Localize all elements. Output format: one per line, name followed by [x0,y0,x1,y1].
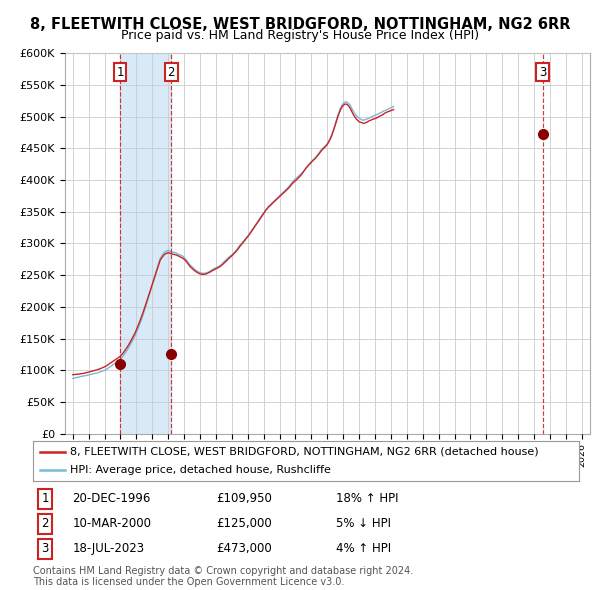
Text: 20-DEC-1996: 20-DEC-1996 [73,493,151,506]
Text: 8, FLEETWITH CLOSE, WEST BRIDGFORD, NOTTINGHAM, NG2 6RR (detached house): 8, FLEETWITH CLOSE, WEST BRIDGFORD, NOTT… [70,447,539,457]
Text: 2: 2 [167,65,175,78]
Text: 3: 3 [539,65,547,78]
Text: £109,950: £109,950 [216,493,272,506]
Text: This data is licensed under the Open Government Licence v3.0.: This data is licensed under the Open Gov… [33,577,344,587]
Text: 5% ↓ HPI: 5% ↓ HPI [336,517,391,530]
Text: £473,000: £473,000 [216,542,272,555]
Text: 8, FLEETWITH CLOSE, WEST BRIDGFORD, NOTTINGHAM, NG2 6RR: 8, FLEETWITH CLOSE, WEST BRIDGFORD, NOTT… [30,17,570,31]
Text: HPI: Average price, detached house, Rushcliffe: HPI: Average price, detached house, Rush… [70,466,331,476]
Text: 2: 2 [41,517,49,530]
Bar [120,53,171,434]
Text: 1: 1 [41,493,49,506]
Text: 18-JUL-2023: 18-JUL-2023 [73,542,145,555]
Text: 10-MAR-2000: 10-MAR-2000 [73,517,151,530]
Text: 1: 1 [116,65,124,78]
Text: Contains HM Land Registry data © Crown copyright and database right 2024.: Contains HM Land Registry data © Crown c… [33,566,413,576]
Text: 3: 3 [41,542,49,555]
Text: 4% ↑ HPI: 4% ↑ HPI [336,542,391,555]
Text: 18% ↑ HPI: 18% ↑ HPI [336,493,398,506]
Text: £125,000: £125,000 [216,517,272,530]
Text: Price paid vs. HM Land Registry's House Price Index (HPI): Price paid vs. HM Land Registry's House … [121,30,479,42]
